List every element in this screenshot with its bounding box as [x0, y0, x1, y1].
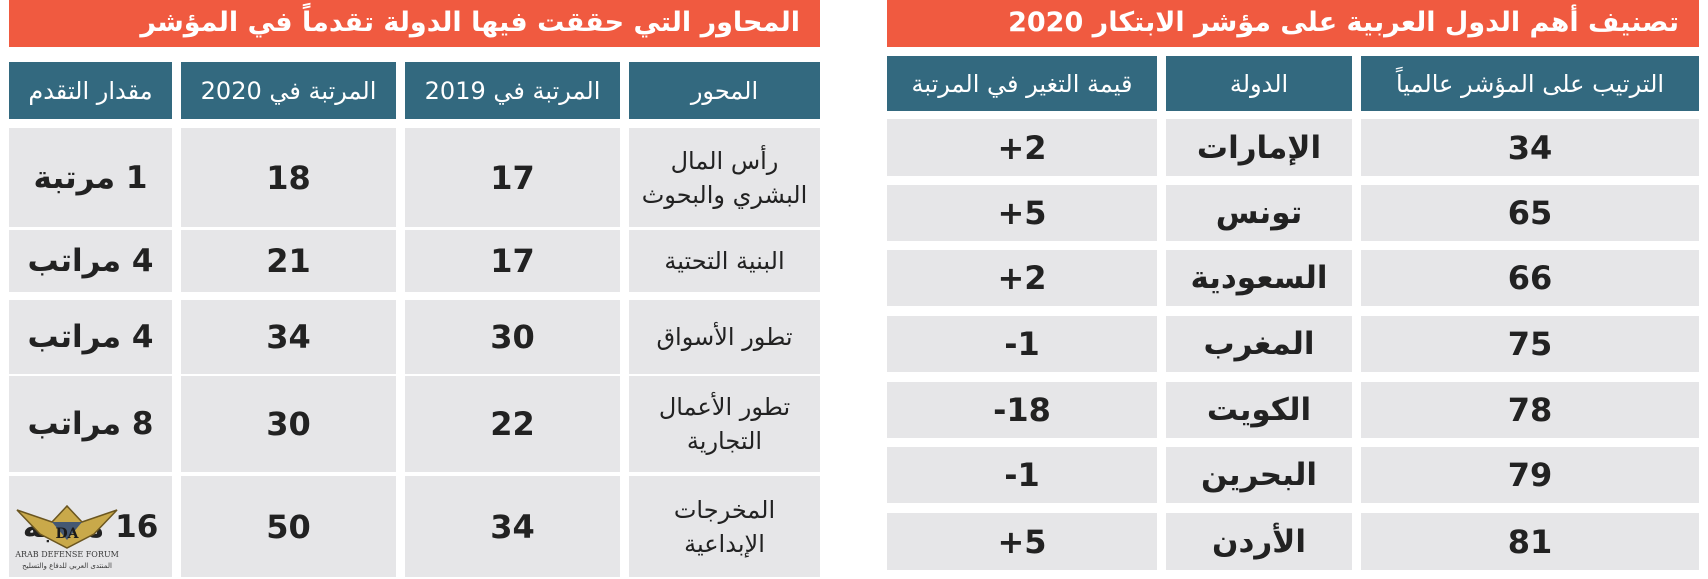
right-cell-country: تونس [1166, 185, 1352, 241]
left-cell-axis: البنية التحتية [629, 230, 820, 292]
left-cell-rank-2019: 17 [405, 230, 620, 292]
left-cell-rank-2020: 18 [181, 128, 396, 227]
right-cell-country: الإمارات [1166, 119, 1352, 176]
left-cell-rank-2020: 34 [181, 300, 396, 374]
right-cell-country: المغرب [1166, 316, 1352, 372]
left-header-rank-2019: المرتبة في 2019 [405, 62, 620, 119]
watermark-english: ARAB DEFENSE FORUM [15, 550, 119, 559]
left-header-progress: مقدار التقدم [9, 62, 172, 119]
right-cell-country: البحرين [1166, 447, 1352, 503]
right-header-rank: الترتيب على المؤشر عالمياً [1361, 56, 1699, 111]
right-cell-change: +2 [887, 119, 1157, 176]
right-cell-change: +2 [887, 250, 1157, 306]
left-cell-rank-2019: 34 [405, 476, 620, 577]
left-cell-rank-2020: 50 [181, 476, 396, 577]
right-cell-rank: 34 [1361, 119, 1699, 176]
left-cell-rank-2020: 21 [181, 230, 396, 292]
left-cell-rank-2019: 17 [405, 128, 620, 227]
left-cell-rank-2020: 30 [181, 376, 396, 472]
right-cell-rank: 81 [1361, 513, 1699, 570]
left-cell-progress: 8 مراتب [9, 376, 172, 472]
left-cell-progress: 4 مراتب [9, 300, 172, 374]
right-cell-country: السعودية [1166, 250, 1352, 306]
left-cell-progress: 4 مراتب [9, 230, 172, 292]
left-cell-axis: المخرجات الإبداعية [629, 476, 820, 577]
left-header-axis: المحور [629, 62, 820, 119]
right-cell-country: الكويت [1166, 382, 1352, 438]
right-cell-change: -1 [887, 447, 1157, 503]
right-cell-change: -1 [887, 316, 1157, 372]
right-cell-rank: 78 [1361, 382, 1699, 438]
left-cell-rank-2019: 22 [405, 376, 620, 472]
left-table-panel: المحاور التي حققت فيها الدولة تقدماً في … [9, 0, 820, 47]
right-table-panel: تصنيف أهم الدول العربية على مؤشر الابتكا… [887, 0, 1699, 47]
watermark-arabic: المنتدى العربي للدفاع والتسليح [22, 562, 112, 570]
right-cell-rank: 75 [1361, 316, 1699, 372]
right-header-change: قيمة التغير في المرتبة [887, 56, 1157, 111]
eagle-logo-icon: DA [16, 504, 118, 549]
left-cell-axis: تطور الأسواق [629, 300, 820, 374]
right-cell-country: الأردن [1166, 513, 1352, 570]
left-cell-axis: تطور الأعمال التجارية [629, 376, 820, 472]
right-cell-rank: 66 [1361, 250, 1699, 306]
left-cell-axis: رأس المال البشري والبحوث [629, 128, 820, 227]
right-header-country: الدولة [1166, 56, 1352, 111]
left-cell-rank-2019: 30 [405, 300, 620, 374]
right-table-title: تصنيف أهم الدول العربية على مؤشر الابتكا… [887, 0, 1699, 47]
right-cell-change: +5 [887, 185, 1157, 241]
right-cell-rank: 79 [1361, 447, 1699, 503]
right-cell-rank: 65 [1361, 185, 1699, 241]
left-table-title: المحاور التي حققت فيها الدولة تقدماً في … [9, 0, 820, 47]
right-cell-change: -18 [887, 382, 1157, 438]
arab-defense-forum-watermark: DA ARAB DEFENSE FORUM المنتدى العربي للد… [12, 500, 122, 576]
logo-letters: DA [55, 526, 79, 542]
left-cell-progress: 1 مرتبة [9, 128, 172, 227]
right-cell-change: +5 [887, 513, 1157, 570]
left-header-rank-2020: المرتبة في 2020 [181, 62, 396, 119]
